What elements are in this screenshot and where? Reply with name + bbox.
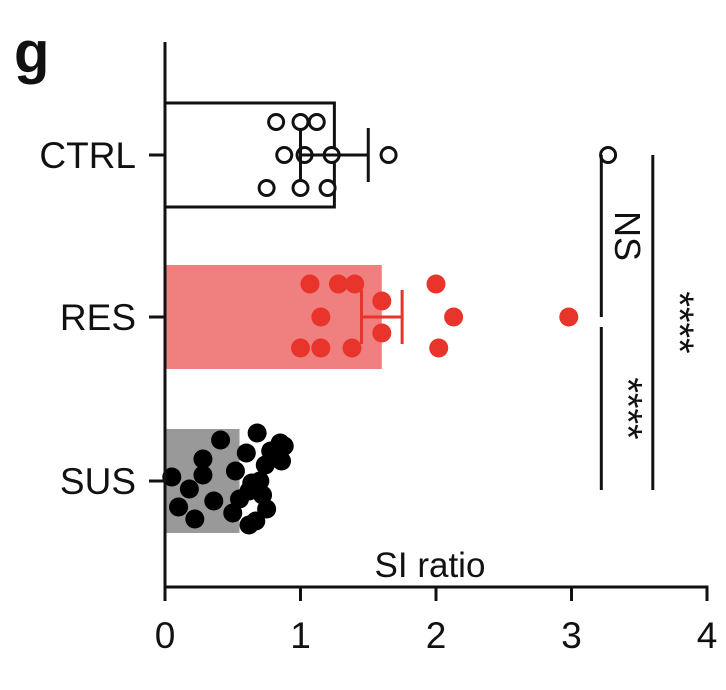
panel-label: g [14,20,49,85]
data-point [372,291,392,311]
data-point [193,449,213,469]
data-point [444,307,464,327]
x-axis-label: SI ratio [375,546,486,585]
data-point [257,179,276,197]
data-point [193,465,213,485]
x-tick-label: 1 [290,615,311,656]
significance-label: NS [607,211,648,261]
data-point [300,274,320,294]
x-tick-label: 0 [155,615,176,656]
data-point [204,491,224,511]
data-point [311,307,331,327]
data-point [250,471,270,491]
data-point [291,338,310,358]
data-point [247,423,267,443]
data-point [169,497,189,517]
data-point [379,146,398,164]
x-tick-label: 4 [697,615,718,656]
y-tick-label: RES [60,297,136,338]
y-tick-label: SUS [60,461,136,502]
data-point [257,499,277,519]
data-point [426,274,446,294]
data-point [272,451,292,471]
data-point [345,274,365,294]
significance-label: **** [657,291,701,353]
data-point [328,274,348,294]
data-point [211,430,231,450]
data-point [267,113,286,131]
data-point [179,479,199,499]
data-point [275,146,294,164]
x-tick-label: 2 [426,615,447,656]
data-point [429,338,449,358]
data-point [311,338,331,358]
data-point [559,307,579,327]
significance-label: **** [605,377,649,439]
data-point [372,323,392,343]
data-point [342,338,362,358]
data-point [236,443,256,463]
data-point [270,433,290,453]
data-point [225,461,245,481]
data-point [162,467,182,487]
outlier-point [599,146,618,164]
data-point [291,179,310,197]
data-point [307,113,326,131]
x-tick-label: 3 [561,615,582,656]
data-point [291,113,310,131]
data-point [185,509,205,529]
data-point [318,179,337,197]
y-tick-label: CTRL [39,135,136,176]
